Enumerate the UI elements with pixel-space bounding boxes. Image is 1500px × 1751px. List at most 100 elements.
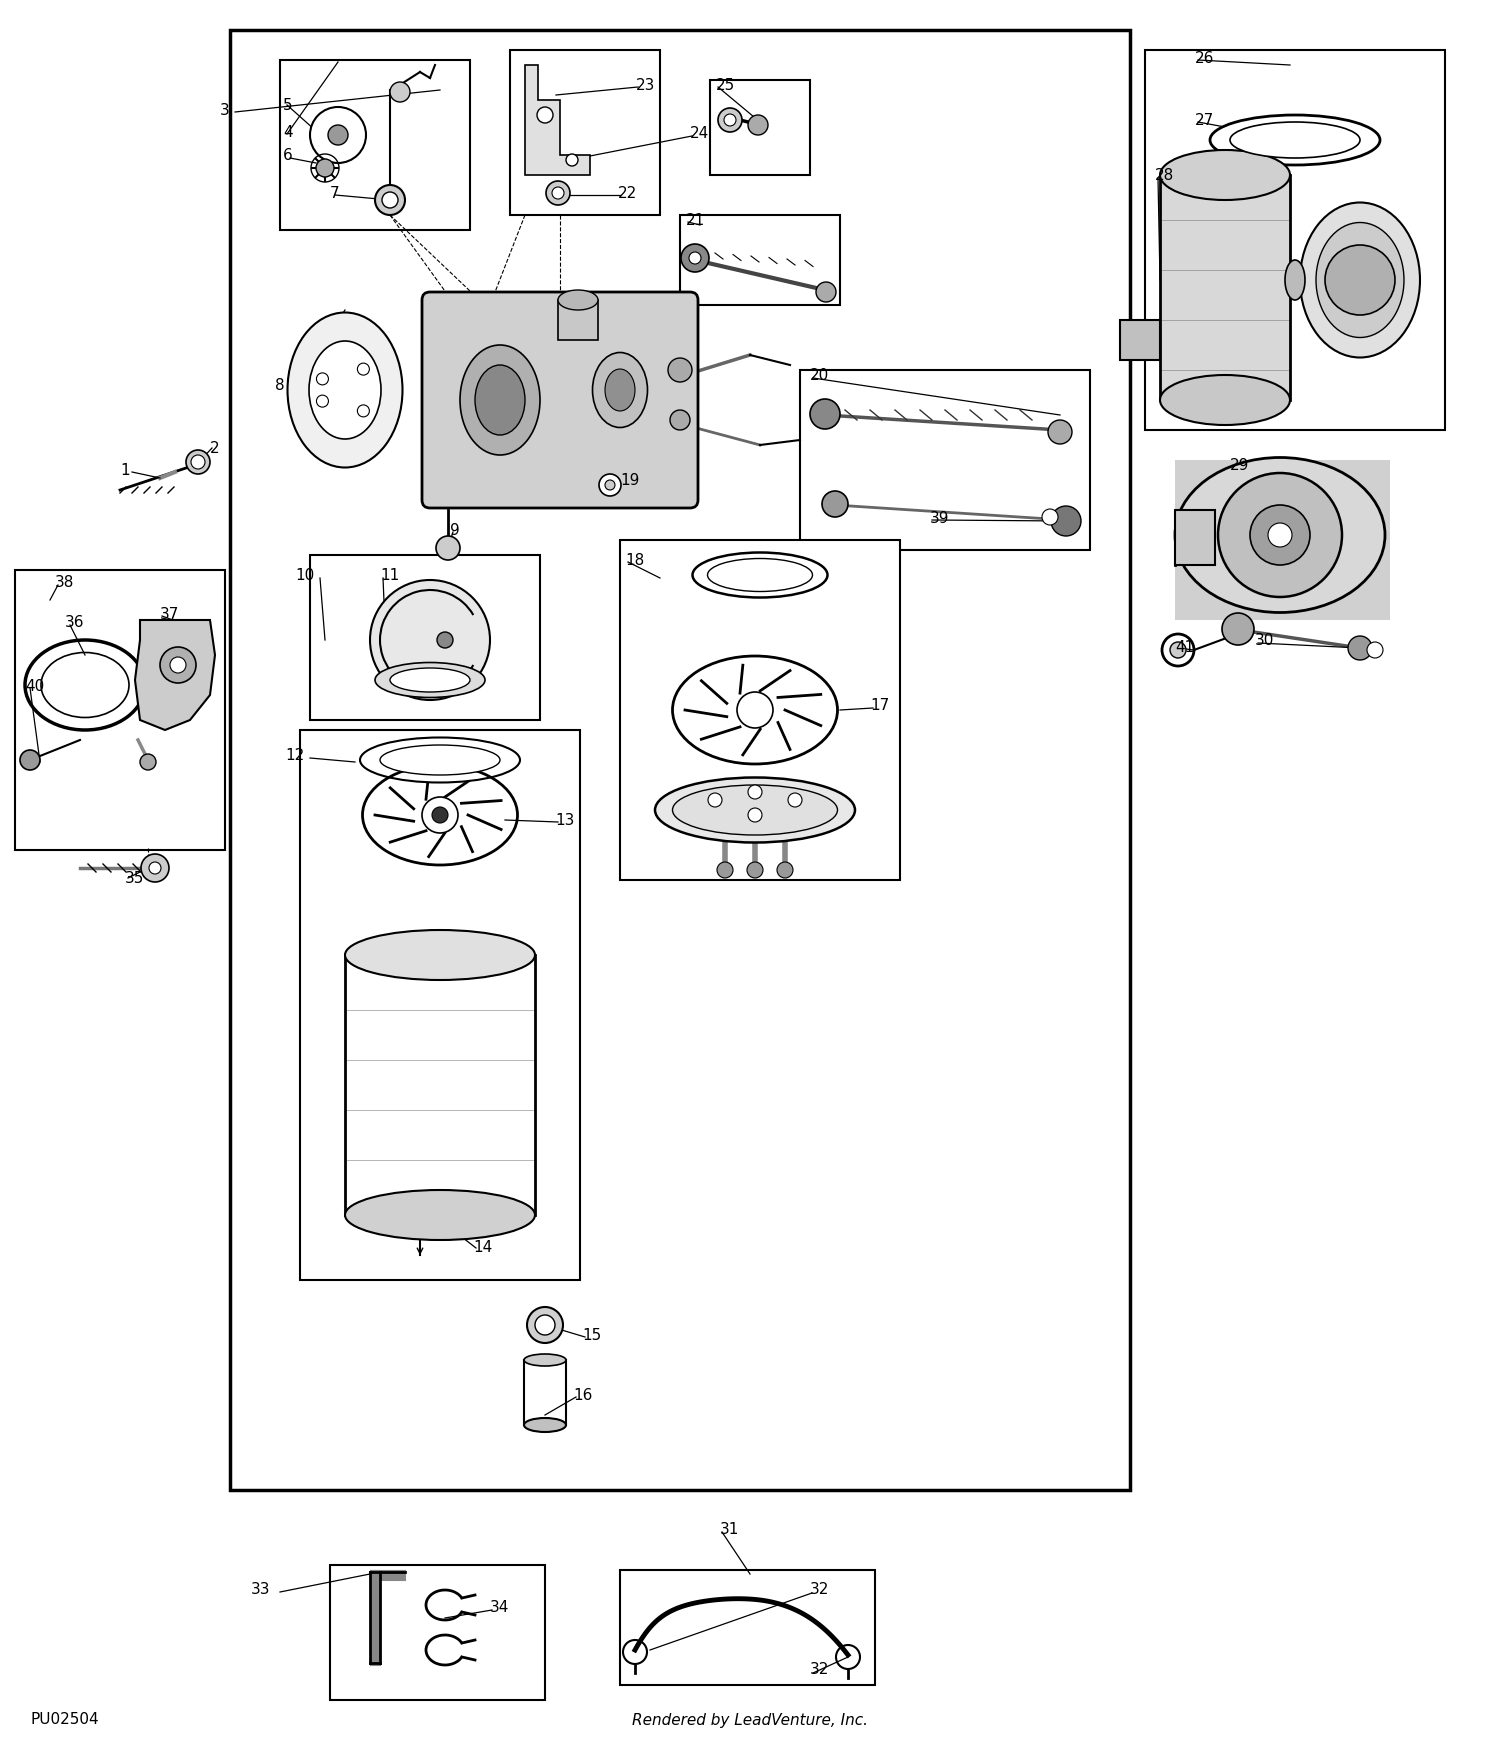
Ellipse shape — [656, 777, 855, 842]
Text: 9: 9 — [450, 522, 459, 538]
Text: 39: 39 — [930, 511, 950, 525]
Ellipse shape — [672, 784, 837, 835]
Circle shape — [736, 692, 772, 728]
Circle shape — [316, 373, 328, 385]
Text: Rendered by LeadVenture, Inc.: Rendered by LeadVenture, Inc. — [632, 1712, 868, 1728]
Bar — [1174, 461, 1390, 620]
Circle shape — [1250, 504, 1310, 566]
Text: 26: 26 — [1196, 51, 1215, 65]
Circle shape — [668, 357, 692, 382]
Bar — [280, 60, 470, 229]
Circle shape — [708, 793, 722, 807]
Text: 13: 13 — [555, 812, 574, 828]
Polygon shape — [525, 65, 590, 175]
Circle shape — [1222, 613, 1254, 644]
Text: 3: 3 — [220, 103, 230, 117]
Circle shape — [1170, 643, 1186, 658]
Text: 41: 41 — [1174, 639, 1194, 655]
Ellipse shape — [604, 369, 634, 411]
Ellipse shape — [1160, 151, 1290, 200]
Circle shape — [20, 749, 40, 770]
Ellipse shape — [558, 291, 598, 310]
Circle shape — [357, 362, 369, 375]
Text: 14: 14 — [472, 1240, 492, 1255]
Circle shape — [748, 116, 768, 135]
Circle shape — [1348, 636, 1372, 660]
Ellipse shape — [375, 662, 484, 697]
Circle shape — [537, 107, 554, 123]
Circle shape — [748, 784, 762, 798]
Circle shape — [370, 580, 490, 700]
Circle shape — [436, 632, 453, 648]
Ellipse shape — [592, 352, 648, 427]
Circle shape — [190, 455, 206, 469]
Circle shape — [748, 807, 762, 821]
Circle shape — [1042, 510, 1058, 525]
Circle shape — [375, 186, 405, 215]
Bar — [230, 30, 1130, 1490]
Text: 7: 7 — [330, 186, 339, 201]
Polygon shape — [135, 620, 214, 730]
Circle shape — [422, 797, 458, 833]
Circle shape — [681, 243, 710, 271]
Ellipse shape — [309, 341, 381, 440]
Ellipse shape — [288, 312, 402, 468]
Ellipse shape — [1300, 203, 1420, 357]
Circle shape — [141, 854, 170, 883]
Circle shape — [604, 480, 615, 490]
Circle shape — [436, 536, 460, 560]
Text: 21: 21 — [686, 212, 705, 228]
Circle shape — [818, 406, 833, 420]
Bar — [800, 369, 1090, 550]
FancyBboxPatch shape — [422, 292, 698, 508]
Circle shape — [1324, 245, 1395, 315]
Circle shape — [598, 475, 621, 496]
Circle shape — [546, 180, 570, 205]
Ellipse shape — [476, 364, 525, 434]
Ellipse shape — [1174, 457, 1384, 613]
Circle shape — [310, 107, 366, 163]
Circle shape — [382, 193, 398, 208]
Text: 15: 15 — [582, 1327, 602, 1343]
Circle shape — [432, 807, 448, 823]
Circle shape — [724, 114, 736, 126]
Bar — [300, 730, 580, 1280]
Text: 10: 10 — [296, 567, 315, 583]
Circle shape — [688, 252, 700, 264]
Circle shape — [717, 861, 734, 877]
Text: 29: 29 — [1230, 457, 1250, 473]
Circle shape — [816, 282, 836, 301]
Text: 4: 4 — [284, 124, 292, 140]
Text: PU02504: PU02504 — [30, 1712, 99, 1728]
Ellipse shape — [1210, 116, 1380, 165]
Ellipse shape — [524, 1354, 566, 1366]
Ellipse shape — [524, 1418, 566, 1432]
Bar — [1160, 175, 1290, 399]
Circle shape — [160, 648, 196, 683]
Bar — [1144, 51, 1444, 431]
Text: 33: 33 — [251, 1583, 270, 1597]
Text: 35: 35 — [124, 870, 144, 886]
Text: 19: 19 — [620, 473, 639, 487]
Circle shape — [316, 159, 334, 177]
Text: 30: 30 — [1256, 632, 1275, 648]
Text: 32: 32 — [810, 1662, 830, 1677]
Ellipse shape — [1286, 259, 1305, 299]
Circle shape — [718, 109, 742, 131]
Text: 38: 38 — [56, 574, 75, 590]
Text: 27: 27 — [1196, 112, 1215, 128]
Text: 37: 37 — [160, 606, 180, 622]
Bar — [1174, 510, 1215, 566]
Circle shape — [140, 755, 156, 770]
Ellipse shape — [1160, 375, 1290, 425]
Ellipse shape — [380, 744, 500, 776]
Circle shape — [357, 404, 369, 417]
Circle shape — [1052, 506, 1082, 536]
Text: 28: 28 — [1155, 168, 1174, 182]
Text: 1: 1 — [120, 462, 130, 478]
Circle shape — [170, 657, 186, 672]
Circle shape — [1366, 643, 1383, 658]
Circle shape — [670, 410, 690, 431]
Circle shape — [552, 187, 564, 200]
Text: 22: 22 — [618, 186, 638, 201]
